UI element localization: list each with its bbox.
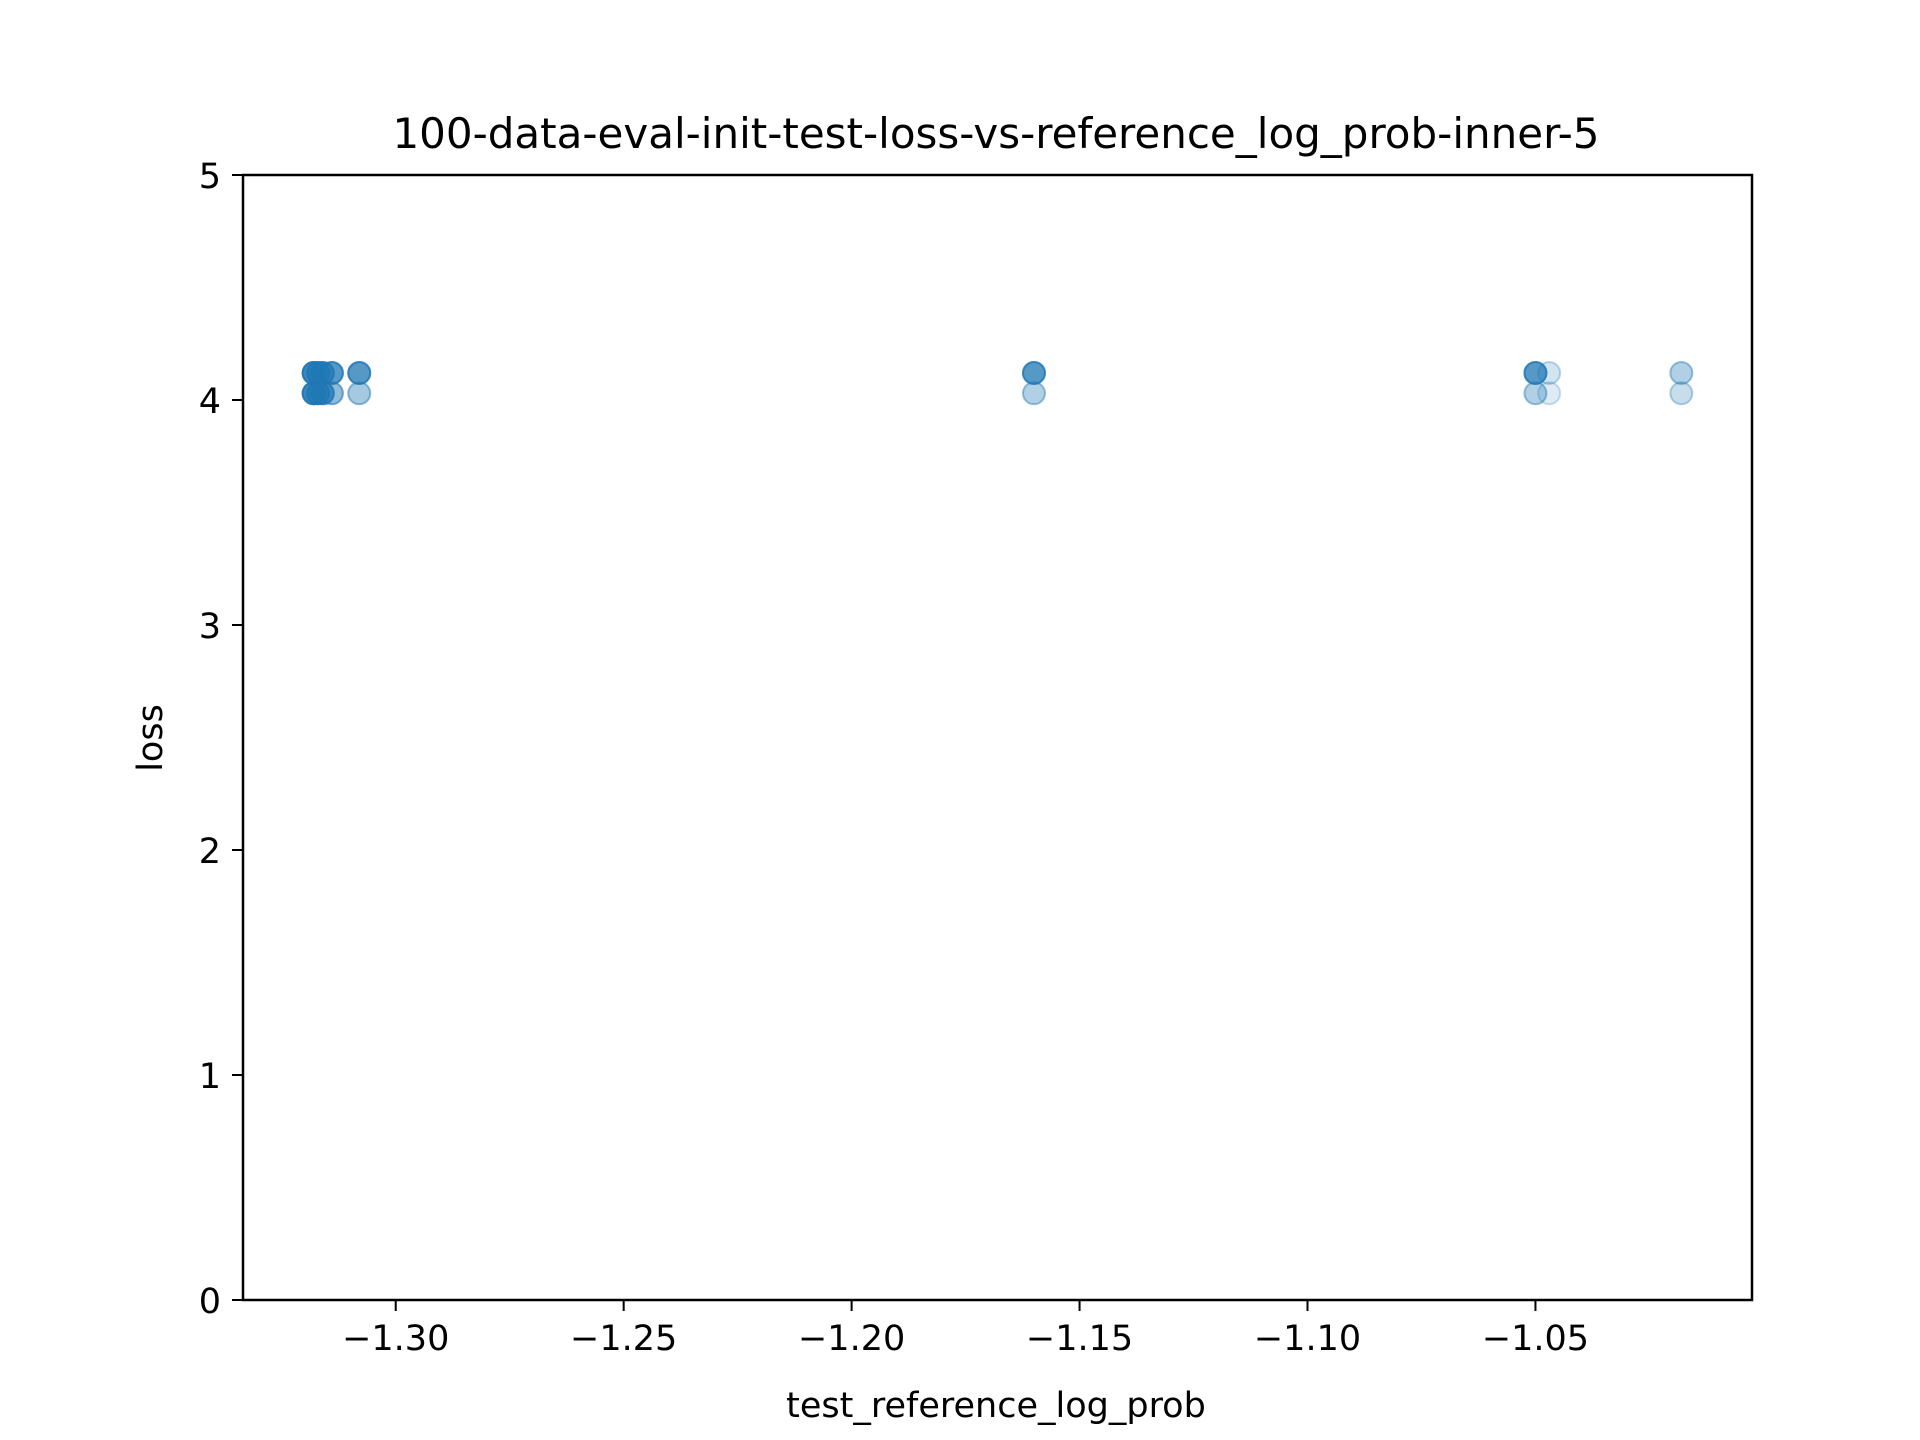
x-tick-label: −1.20 bbox=[798, 1319, 905, 1359]
x-axis-label: test_reference_log_prob bbox=[786, 1386, 1206, 1426]
scatter-point bbox=[1021, 361, 1046, 385]
y-tick-label: 0 bbox=[199, 1282, 221, 1322]
scatter-point bbox=[319, 361, 344, 385]
x-axis-ticks: −1.30 −1.25 −1.20 −1.15 −1.10 −1.05 bbox=[342, 1300, 1589, 1359]
y-axis-label: loss bbox=[131, 704, 171, 772]
x-tick-label: −1.05 bbox=[1482, 1319, 1589, 1359]
x-tick-label: −1.30 bbox=[342, 1319, 449, 1359]
scatter-point bbox=[1669, 361, 1694, 385]
x-tick-label: −1.25 bbox=[570, 1319, 677, 1359]
scatter-point bbox=[1523, 361, 1548, 385]
y-tick-label: 4 bbox=[199, 382, 221, 422]
scatter-point bbox=[1669, 381, 1694, 406]
points-layer bbox=[301, 361, 1694, 406]
x-tick-label: −1.10 bbox=[1254, 1319, 1361, 1359]
chart-title: 100-data-eval-init-test-loss-vs-referenc… bbox=[392, 109, 1599, 158]
y-tick-label: 5 bbox=[199, 157, 221, 197]
x-tick-label: −1.15 bbox=[1026, 1319, 1133, 1359]
scatter-point bbox=[319, 381, 344, 406]
scatter-point bbox=[1537, 381, 1562, 406]
scatter-point bbox=[1537, 361, 1562, 385]
scatter-point bbox=[347, 361, 372, 385]
scatter-point bbox=[1021, 381, 1046, 406]
y-axis-ticks: 0 1 2 3 4 5 bbox=[199, 157, 243, 1322]
scatter-point bbox=[1523, 381, 1548, 406]
y-tick-label: 2 bbox=[199, 832, 221, 872]
scatter-point bbox=[347, 381, 372, 406]
y-tick-label: 3 bbox=[199, 607, 221, 647]
y-tick-label: 1 bbox=[199, 1057, 221, 1097]
plot-frame bbox=[241, 173, 1754, 1302]
